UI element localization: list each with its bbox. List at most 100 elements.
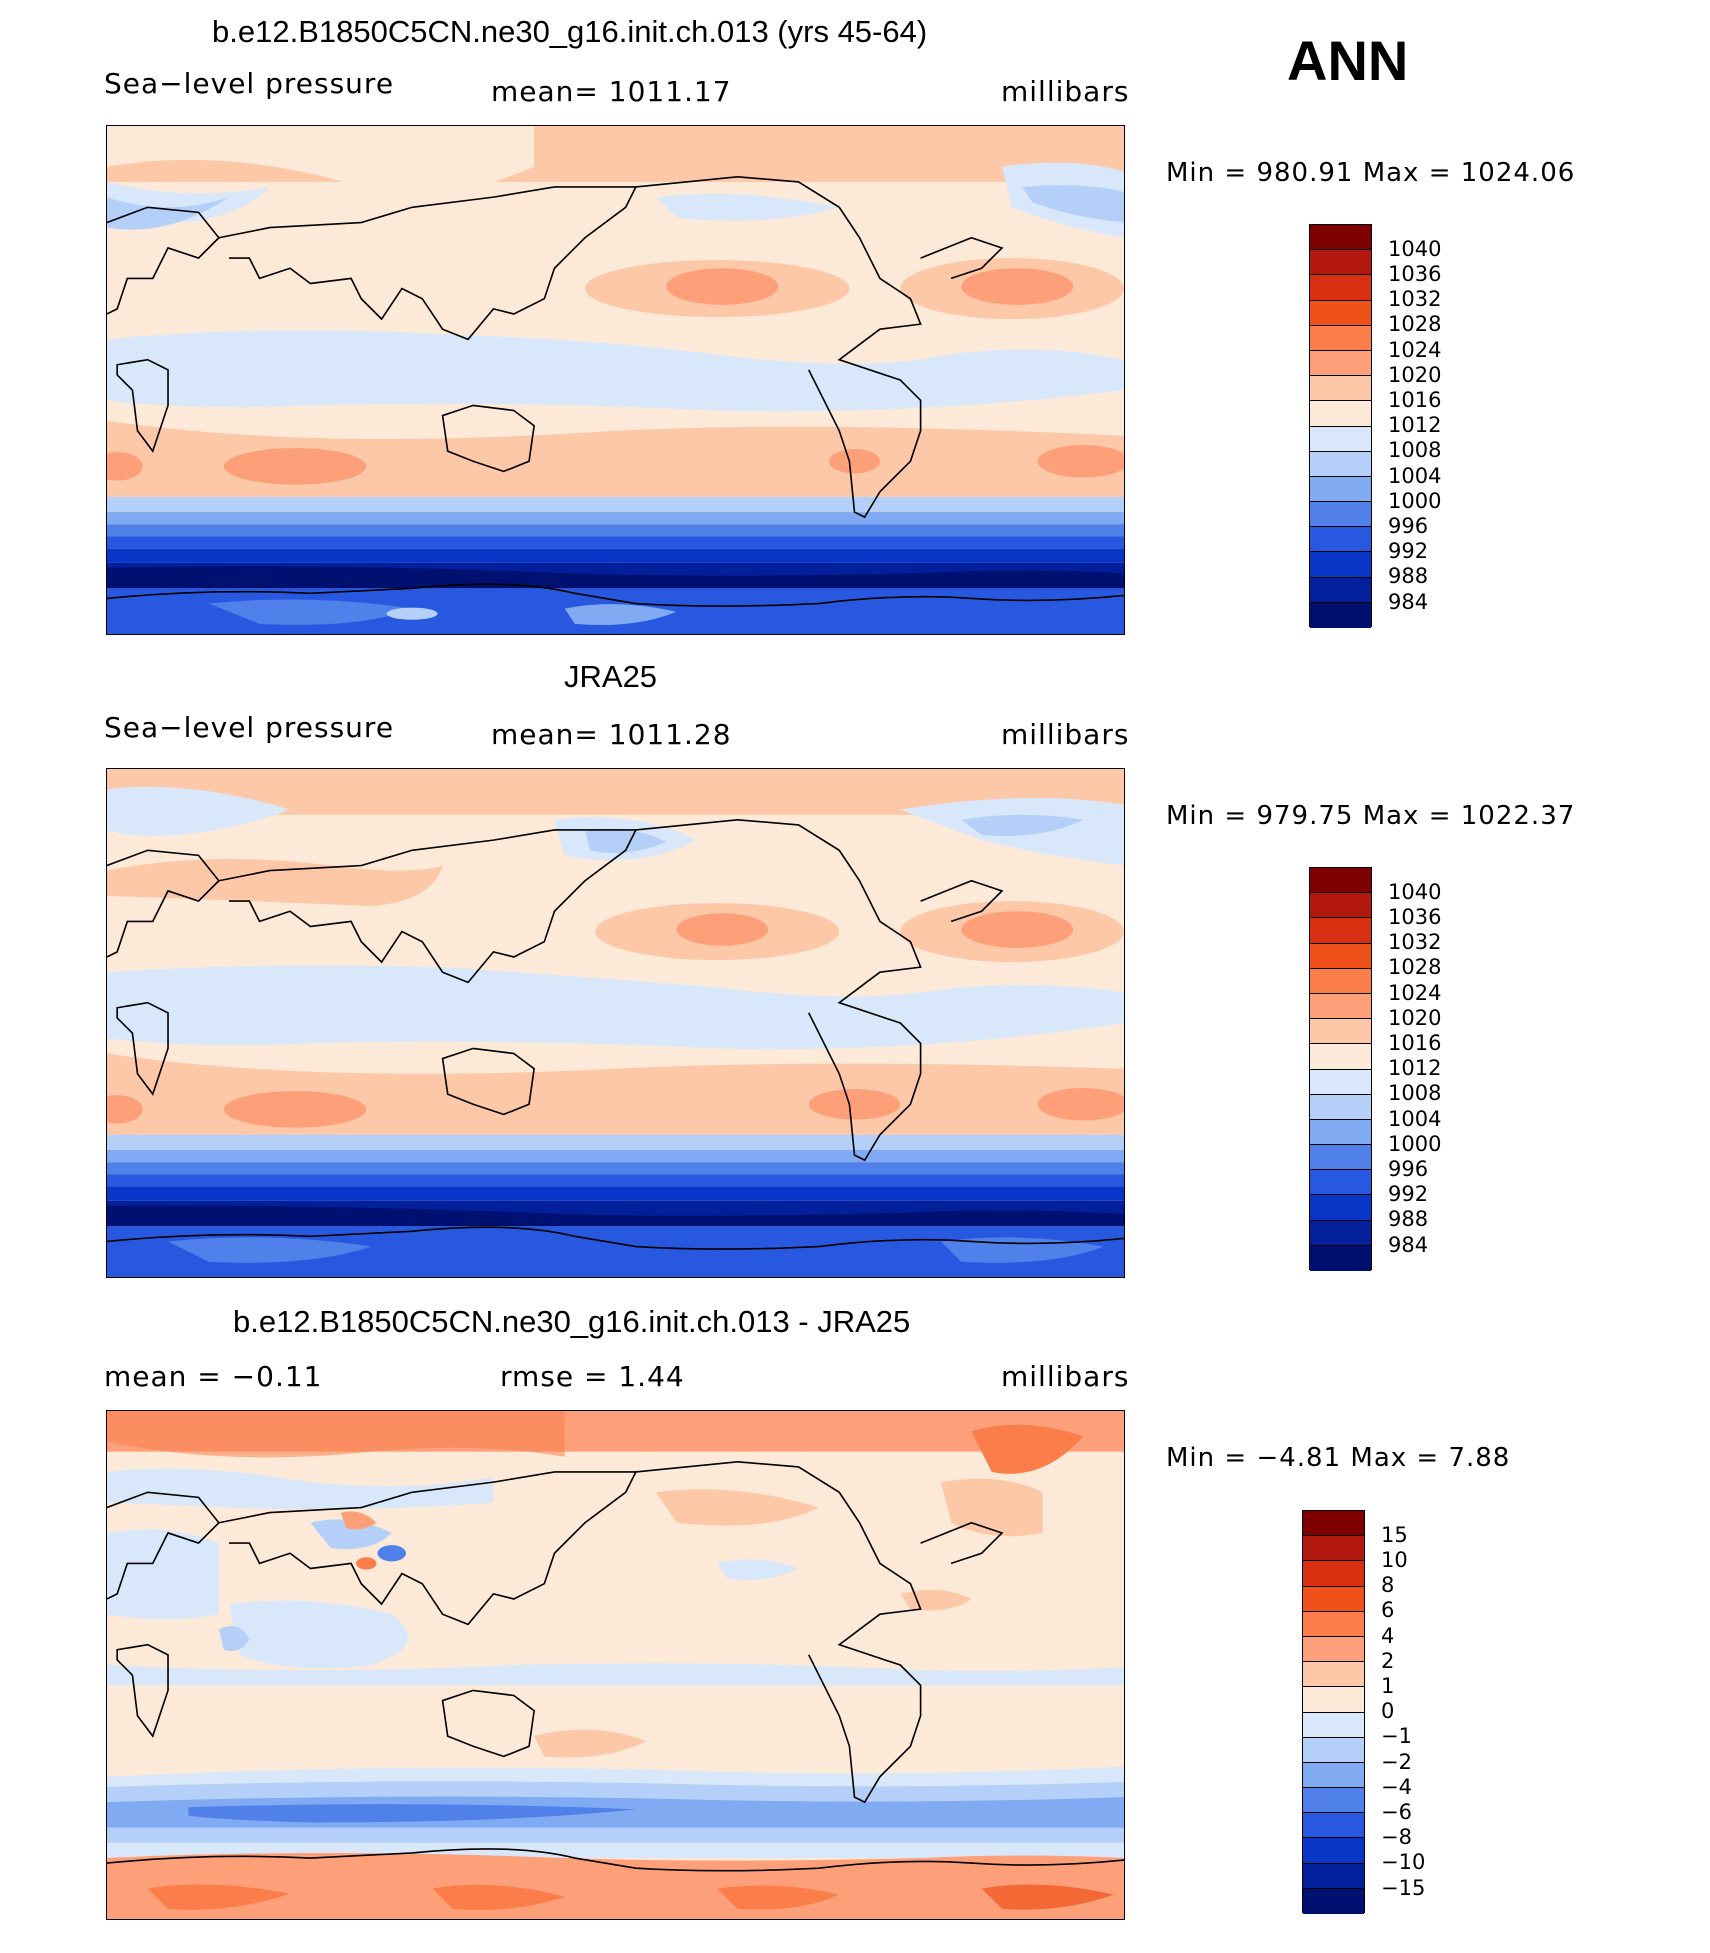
colorbar-swatch bbox=[1310, 1119, 1371, 1146]
colorbar-swatches bbox=[1302, 1510, 1365, 1914]
colorbar-swatch bbox=[1310, 502, 1371, 528]
colorbar-label: 6 bbox=[1381, 1598, 1395, 1623]
panel-3-units: millibars bbox=[1001, 1360, 1130, 1393]
panel-1-title: b.e12.B1850C5CN.ne30_g16.init.ch.013 (yr… bbox=[212, 14, 928, 49]
colorbar-swatch bbox=[1303, 1662, 1364, 1688]
colorbar-swatch bbox=[1303, 1636, 1364, 1663]
colorbar-label: 1012 bbox=[1388, 413, 1442, 438]
colorbar-label: −6 bbox=[1381, 1799, 1412, 1824]
colorbar-label: 1012 bbox=[1388, 1056, 1442, 1081]
colorbar-label: 1028 bbox=[1388, 955, 1442, 980]
colorbar-swatch bbox=[1303, 1863, 1364, 1889]
colorbar-label: 996 bbox=[1388, 1156, 1429, 1181]
colorbar-label: 1032 bbox=[1388, 930, 1442, 955]
colorbar-label: 984 bbox=[1388, 589, 1429, 614]
colorbar-label: −15 bbox=[1381, 1875, 1426, 1900]
panel-2-units: millibars bbox=[1001, 718, 1130, 751]
colorbar-label: 988 bbox=[1388, 564, 1429, 589]
colorbar-label: 1020 bbox=[1388, 1005, 1442, 1030]
colorbar-swatch bbox=[1310, 868, 1371, 894]
panel-2-title: JRA25 bbox=[564, 659, 658, 694]
colorbar-swatch bbox=[1310, 993, 1371, 1020]
colorbar-label: −1 bbox=[1381, 1724, 1412, 1749]
colorbar-swatch bbox=[1303, 1511, 1364, 1537]
panel-3-minmax: Min = −4.81 Max = 7.88 bbox=[1166, 1443, 1511, 1473]
colorbar-label: −2 bbox=[1381, 1749, 1412, 1774]
colorbar-swatch bbox=[1310, 350, 1371, 377]
colorbar-swatch bbox=[1310, 1019, 1371, 1045]
season-label: ANN bbox=[1287, 29, 1409, 92]
colorbar-label: 1020 bbox=[1388, 362, 1442, 387]
panel-2-variable: Sea−level pressure bbox=[104, 711, 395, 744]
colorbar-label: 0 bbox=[1381, 1699, 1395, 1724]
colorbar-swatch bbox=[1310, 1195, 1371, 1221]
colorbar-swatch bbox=[1310, 376, 1371, 402]
colorbar-swatch bbox=[1303, 1561, 1364, 1587]
colorbar-swatch bbox=[1310, 401, 1371, 427]
colorbar-swatch bbox=[1303, 1813, 1364, 1839]
colorbar-label: 2 bbox=[1381, 1648, 1395, 1673]
colorbar-label: 1028 bbox=[1388, 312, 1442, 337]
colorbar-label: 992 bbox=[1388, 539, 1429, 564]
panel-1-map bbox=[106, 125, 1125, 635]
colorbar-label: −10 bbox=[1381, 1850, 1426, 1875]
colorbar-swatch bbox=[1310, 602, 1371, 628]
colorbar-swatch bbox=[1303, 1838, 1364, 1864]
panel-3-title: b.e12.B1850C5CN.ne30_g16.init.ch.013 - J… bbox=[233, 1304, 911, 1339]
colorbar-swatch bbox=[1310, 426, 1371, 452]
colorbar-swatch bbox=[1310, 1044, 1371, 1070]
colorbar-label: 1000 bbox=[1388, 1131, 1442, 1156]
panel-3-rmse: rmse = 1.44 bbox=[500, 1360, 685, 1393]
colorbar-swatch bbox=[1310, 275, 1371, 301]
panel-1-minmax: Min = 980.91 Max = 1024.06 bbox=[1166, 158, 1576, 188]
colorbar-label: 1004 bbox=[1388, 1106, 1442, 1131]
colorbar-label: 1 bbox=[1381, 1673, 1395, 1698]
colorbar-swatches bbox=[1309, 867, 1372, 1271]
colorbar-label: −8 bbox=[1381, 1825, 1412, 1850]
colorbar-swatch bbox=[1310, 968, 1371, 994]
colorbar-swatch bbox=[1303, 1712, 1364, 1738]
colorbar-swatch bbox=[1310, 552, 1371, 578]
colorbar-swatch bbox=[1310, 527, 1371, 553]
colorbar-swatch bbox=[1310, 325, 1371, 351]
colorbar-swatch bbox=[1310, 1145, 1371, 1171]
colorbar-swatch bbox=[1310, 1245, 1371, 1271]
colorbar-swatch bbox=[1310, 300, 1371, 326]
colorbar-label: 992 bbox=[1388, 1182, 1429, 1207]
colorbar-label: 1016 bbox=[1388, 1030, 1442, 1055]
panel-1-units: millibars bbox=[1001, 75, 1130, 108]
colorbar-label: 1036 bbox=[1388, 261, 1442, 286]
colorbar-label: 988 bbox=[1388, 1207, 1429, 1232]
colorbar-label: −4 bbox=[1381, 1774, 1412, 1799]
colorbar-swatch bbox=[1310, 577, 1371, 603]
colorbar-swatch bbox=[1303, 1611, 1364, 1637]
colorbar-swatch bbox=[1303, 1737, 1364, 1763]
colorbar-swatch bbox=[1310, 250, 1371, 276]
colorbar-label: 1016 bbox=[1388, 387, 1442, 412]
colorbar-swatch bbox=[1303, 1762, 1364, 1789]
colorbar-label: 1008 bbox=[1388, 438, 1442, 463]
colorbar-swatch bbox=[1303, 1687, 1364, 1713]
colorbar-label: 1004 bbox=[1388, 463, 1442, 488]
colorbar-swatch bbox=[1303, 1888, 1364, 1914]
colorbar-label: 8 bbox=[1381, 1573, 1395, 1598]
panel-3-map bbox=[106, 1410, 1125, 1920]
colorbar-swatch bbox=[1310, 943, 1371, 969]
colorbar-label: 1032 bbox=[1388, 287, 1442, 312]
colorbar-label: 1024 bbox=[1388, 337, 1442, 362]
panel-2-minmax: Min = 979.75 Max = 1022.37 bbox=[1166, 801, 1576, 831]
colorbar-label: 1008 bbox=[1388, 1081, 1442, 1106]
colorbar-swatch bbox=[1310, 1170, 1371, 1196]
colorbar-swatch bbox=[1310, 918, 1371, 944]
colorbar-swatch bbox=[1303, 1536, 1364, 1562]
colorbar-label: 15 bbox=[1381, 1522, 1408, 1547]
colorbar-label: 10 bbox=[1381, 1547, 1408, 1572]
colorbar-swatch bbox=[1310, 1220, 1371, 1246]
panel-1-map-field bbox=[107, 126, 1124, 634]
colorbar-label: 984 bbox=[1388, 1232, 1429, 1257]
panel-3-map-field bbox=[107, 1411, 1124, 1919]
panel-2-map bbox=[106, 768, 1125, 1278]
colorbar-label: 1036 bbox=[1388, 904, 1442, 929]
colorbar-label: 1040 bbox=[1388, 879, 1442, 904]
colorbar-label: 1040 bbox=[1388, 236, 1442, 261]
